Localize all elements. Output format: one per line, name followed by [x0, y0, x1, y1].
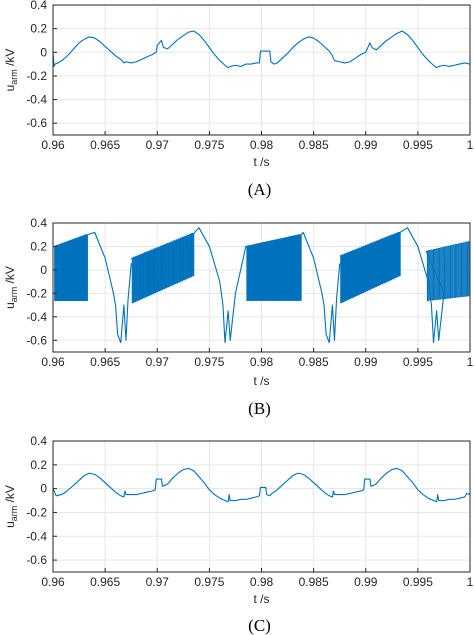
switching-segment-1	[54, 234, 88, 301]
panel-caption: (A)	[248, 180, 272, 199]
x-tick-label: 1	[467, 575, 474, 589]
x-tick-label: 0.99	[354, 575, 378, 589]
y-axis-label-unit: /kV	[3, 485, 17, 506]
x-tick-label: 0.995	[403, 138, 433, 152]
x-tick-label: 0.995	[403, 575, 433, 589]
y-tick-label: 0.4	[30, 0, 47, 12]
x-tick-label: 1	[467, 355, 474, 369]
y-tick-label: -0.4	[26, 310, 47, 324]
x-tick-label: 0.97	[146, 138, 170, 152]
y-axis-label-sub: arm	[9, 287, 19, 303]
y-tick-label: -0.6	[26, 116, 47, 130]
switching-segment-4	[339, 231, 401, 304]
y-tick-label: -0.6	[26, 553, 47, 567]
panel-caption: (B)	[248, 399, 271, 418]
plot-content	[53, 467, 470, 503]
y-tick-label: 0.2	[30, 22, 47, 36]
x-tick-label: 0.965	[90, 355, 120, 369]
x-tick-label: 0.975	[194, 355, 224, 369]
x-axis-label: t /s	[253, 592, 269, 606]
x-axis-label: t /s	[253, 374, 269, 388]
y-tick-label: 0.2	[30, 458, 47, 472]
x-tick-label: 0.985	[299, 355, 329, 369]
x-tick-label: 0.99	[354, 355, 378, 369]
chart-panel-a: 0.96 0.965 0.97 0.975 0.98 0.985 0.99 0.995 1 0.4…	[3, 0, 474, 199]
switching-segment-2	[131, 233, 195, 304]
x-tick-label: 0.98	[250, 355, 274, 369]
x-tick-label: 0.96	[41, 355, 65, 369]
y-axis-label-main: u	[3, 302, 17, 309]
series-line	[53, 30, 470, 69]
y-axis-label: uarm /kV	[3, 485, 19, 528]
x-tick-label: 0.96	[41, 575, 65, 589]
panel-caption: (C)	[248, 616, 271, 635]
y-tick-label: 0.2	[30, 239, 47, 253]
series-line	[87, 227, 445, 344]
y-tick-label: 0	[40, 263, 47, 277]
chart-panel-c: 0.96 0.965 0.97 0.975 0.98 0.985 0.99 0.995 1 0.4…	[3, 434, 474, 635]
y-axis-label-unit: /kV	[3, 49, 17, 70]
plot-content	[53, 30, 470, 69]
x-axis-label: t /s	[253, 155, 269, 169]
x-tick-label: 0.97	[146, 575, 170, 589]
x-tick-label: 0.985	[299, 575, 329, 589]
y-axis-label-sub: arm	[9, 506, 19, 522]
x-tick-label: 0.975	[194, 138, 224, 152]
x-tick-label: 0.995	[403, 355, 433, 369]
x-tick-label: 0.98	[250, 575, 274, 589]
y-tick-label: -0.4	[26, 529, 47, 543]
x-tick-label: 0.96	[41, 138, 65, 152]
x-tick-label: 0.97	[146, 355, 170, 369]
y-tick-label: 0.4	[30, 216, 47, 230]
y-axis-label-main: u	[3, 85, 17, 92]
chart-panel-b: 0.96 0.965 0.97 0.975 0.98 0.985 0.99 0.995 1 0.4…	[3, 216, 474, 418]
y-axis-label: uarm /kV	[3, 49, 19, 92]
y-tick-label: -0.4	[26, 93, 47, 107]
y-axis-label: uarm /kV	[3, 266, 19, 309]
x-tick-label: 0.975	[194, 575, 224, 589]
y-tick-label: -0.6	[26, 333, 47, 347]
x-tick-label: 0.965	[90, 575, 120, 589]
y-tick-label: 0	[40, 482, 47, 496]
y-tick-label: 0.4	[30, 434, 47, 448]
x-tick-label: 0.98	[250, 138, 274, 152]
series-line	[53, 467, 470, 503]
y-tick-label: 0	[40, 45, 47, 59]
x-tick-label: 0.965	[90, 138, 120, 152]
y-tick-label: -0.2	[26, 286, 47, 300]
y-axis-label-unit: /kV	[3, 266, 17, 287]
y-axis-label-sub: arm	[9, 69, 19, 85]
y-axis-label-main: u	[3, 521, 17, 528]
y-tick-label: -0.2	[26, 505, 47, 519]
y-tick-label: -0.2	[26, 69, 47, 83]
x-tick-label: 0.985	[299, 138, 329, 152]
x-tick-label: 1	[467, 138, 474, 152]
plot-content	[54, 227, 470, 344]
switching-segment-5	[426, 241, 470, 301]
x-tick-label: 0.99	[354, 138, 378, 152]
